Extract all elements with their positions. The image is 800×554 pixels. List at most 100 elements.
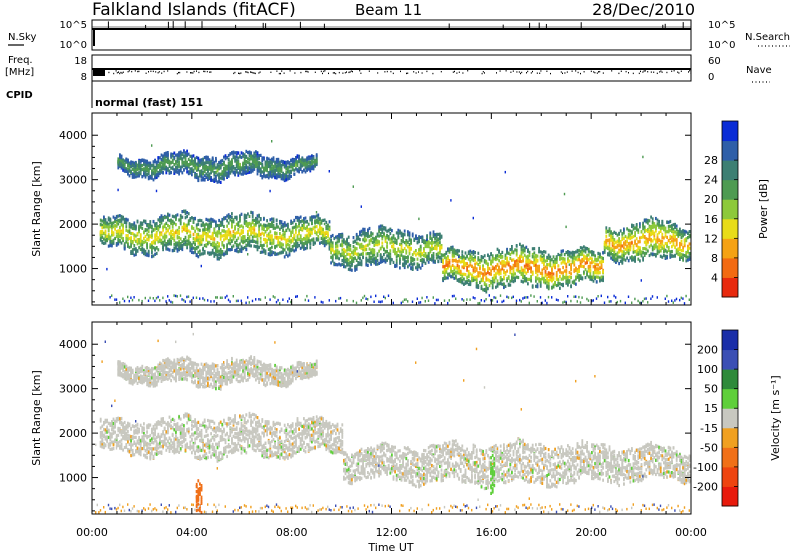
echo-cell xyxy=(344,255,347,259)
echo-cell xyxy=(147,234,150,238)
echo-cell xyxy=(341,239,344,243)
echo-cell xyxy=(120,230,123,234)
echo-cell xyxy=(319,217,321,221)
echo-cell xyxy=(466,275,468,279)
echo-cell xyxy=(147,164,150,168)
echo-cell xyxy=(155,238,158,242)
echo-cell xyxy=(434,240,436,244)
echo-cell xyxy=(130,238,132,242)
echo-cell xyxy=(162,243,164,247)
echo-cell xyxy=(200,242,203,246)
echo-cell xyxy=(170,242,172,246)
nave-dot xyxy=(413,71,415,73)
echo-cell xyxy=(459,280,462,284)
echo-cell xyxy=(519,257,521,261)
echo-cell xyxy=(328,246,331,250)
echo-cell xyxy=(163,243,166,247)
echo-cell xyxy=(115,224,118,228)
echo-cell xyxy=(349,244,352,248)
echo-cell xyxy=(135,239,137,243)
echo-cell xyxy=(243,165,246,169)
echo-cell xyxy=(159,216,161,220)
echo-cell xyxy=(163,232,166,236)
echo-cell xyxy=(258,224,260,228)
echo-cell xyxy=(403,265,406,270)
echo-cell xyxy=(197,222,200,226)
echo-cell xyxy=(147,177,150,181)
nsearch-label: N.Search xyxy=(745,32,790,43)
echo-cell xyxy=(493,278,496,282)
echo-cell xyxy=(498,268,500,272)
echo-cell xyxy=(533,251,536,255)
echo-cell xyxy=(119,163,121,168)
echo-cell xyxy=(528,301,530,305)
echo-cell xyxy=(400,234,403,238)
echo-cell xyxy=(256,161,259,165)
echo-cell xyxy=(285,160,288,165)
echo-cell xyxy=(370,248,372,252)
echo-cell xyxy=(147,299,150,302)
echo-cell xyxy=(240,236,243,240)
echo-cell xyxy=(314,225,316,229)
echo-cell xyxy=(131,232,134,236)
echo-cell xyxy=(205,222,208,226)
echo-cell xyxy=(360,259,363,263)
nave-dot xyxy=(251,71,253,74)
echo-cell xyxy=(258,298,260,301)
echo-cell xyxy=(431,245,433,250)
echo-cell xyxy=(535,268,537,272)
echo-cell xyxy=(178,241,180,246)
echo-cell xyxy=(419,252,422,256)
echo-cell xyxy=(157,156,160,160)
echo-cell xyxy=(341,248,344,252)
echo-cell xyxy=(312,160,315,164)
echo-cell xyxy=(128,225,131,229)
echo-cell xyxy=(426,238,428,241)
echo-cell xyxy=(411,267,414,271)
echo-cell xyxy=(109,235,112,239)
echo-cell xyxy=(224,250,227,254)
nsky-panel: N.Sky 10^5 10^0 10^5 10^0 N.Search xyxy=(8,19,790,51)
echo-cell xyxy=(282,229,284,233)
echo-cell xyxy=(290,219,292,223)
echo-cell xyxy=(488,272,491,276)
echo-cell xyxy=(155,166,158,170)
echo-cell xyxy=(384,250,387,254)
echo-cell xyxy=(178,164,180,168)
echo-cell xyxy=(349,255,352,260)
echo-cell xyxy=(195,173,198,177)
echo-cell xyxy=(311,227,313,231)
echo-cell xyxy=(258,220,260,224)
echo-cell xyxy=(200,172,203,176)
echo-cell xyxy=(215,243,217,247)
echo-cell xyxy=(451,246,454,250)
echo-cell xyxy=(189,244,192,248)
echo-cell xyxy=(279,251,281,255)
echo-cell xyxy=(287,224,289,228)
echo-cell xyxy=(399,266,401,270)
echo-cell xyxy=(226,167,228,171)
echo-cell xyxy=(229,214,232,219)
echo-cell xyxy=(184,300,186,303)
echo-cell xyxy=(250,229,252,233)
echo-cell xyxy=(306,240,308,244)
echo-cell xyxy=(215,158,217,162)
echo-cell xyxy=(146,253,148,257)
echo-cell xyxy=(303,236,305,241)
echo-cell xyxy=(173,215,176,219)
echo-cell xyxy=(235,222,238,226)
nave-dot xyxy=(368,70,370,72)
echo-cell xyxy=(469,253,472,257)
echo-cell xyxy=(421,252,424,256)
nave-dot xyxy=(625,70,627,73)
echo-cell xyxy=(371,232,374,236)
echo-cell xyxy=(331,259,334,263)
echo-cell xyxy=(250,239,252,243)
echo-cell xyxy=(253,218,256,222)
echo-cell xyxy=(512,265,515,269)
nave-dot xyxy=(432,72,434,75)
echo-cell xyxy=(234,151,236,155)
echo-cell xyxy=(527,249,529,253)
echo-cell xyxy=(403,263,406,267)
echo-cell xyxy=(472,250,475,254)
